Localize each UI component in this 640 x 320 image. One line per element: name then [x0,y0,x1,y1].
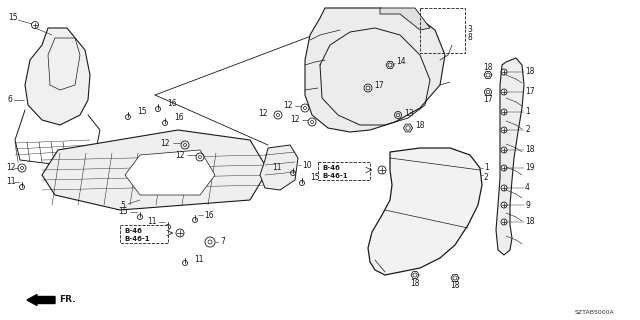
Text: 5: 5 [120,201,125,210]
Text: 12: 12 [175,150,185,159]
Text: 15: 15 [137,108,147,116]
Text: B-46-1: B-46-1 [124,236,150,242]
Text: 18: 18 [415,122,424,131]
Text: B-46: B-46 [124,228,142,234]
Text: 14: 14 [396,58,406,67]
Text: 18: 18 [525,218,534,227]
Polygon shape [380,8,430,30]
Bar [120,225,168,243]
Text: 8: 8 [467,34,472,43]
Polygon shape [125,150,215,195]
Text: 18: 18 [525,68,534,76]
Text: 10: 10 [302,161,312,170]
Text: 4: 4 [525,183,530,193]
Text: 18: 18 [410,278,420,287]
Text: 6: 6 [8,95,13,105]
Text: 18: 18 [451,282,460,291]
Text: 1: 1 [525,108,530,116]
Text: 17: 17 [374,82,383,91]
Text: 13: 13 [404,108,413,117]
Text: B-46: B-46 [322,165,340,171]
Text: 16: 16 [204,211,214,220]
Text: 7: 7 [220,237,225,246]
Text: 2: 2 [484,173,489,182]
Text: 9: 9 [525,201,530,210]
Text: 3: 3 [467,26,472,35]
Text: B-46-1: B-46-1 [322,173,348,179]
Text: 12: 12 [161,139,170,148]
Text: 17: 17 [483,95,493,105]
Text: 12: 12 [291,116,300,124]
Polygon shape [25,28,90,125]
Text: 18: 18 [483,63,493,73]
Bar [318,162,370,180]
Polygon shape [260,145,298,190]
Text: FR.: FR. [59,295,76,305]
Text: 17: 17 [525,87,534,97]
Text: 12: 12 [284,101,293,110]
Bar [420,8,465,53]
Text: 12: 12 [259,108,268,117]
Polygon shape [305,8,445,132]
Text: 15: 15 [118,207,128,217]
Text: 18: 18 [525,146,534,155]
Text: 16: 16 [174,114,184,123]
Text: 11: 11 [194,255,204,265]
Text: 19: 19 [525,164,534,172]
Text: 2: 2 [525,125,530,134]
Text: 15: 15 [310,173,319,182]
Text: 15: 15 [8,13,18,22]
Polygon shape [368,148,482,275]
FancyArrow shape [27,294,55,306]
Text: SZTAB5000A: SZTAB5000A [575,310,615,316]
Polygon shape [42,130,268,210]
Text: 11: 11 [6,178,15,187]
Text: 11: 11 [147,218,157,227]
Text: 12: 12 [6,164,15,172]
Text: 11: 11 [273,164,282,172]
Text: 16: 16 [167,100,177,108]
Polygon shape [496,58,524,255]
Text: 1: 1 [484,164,489,172]
